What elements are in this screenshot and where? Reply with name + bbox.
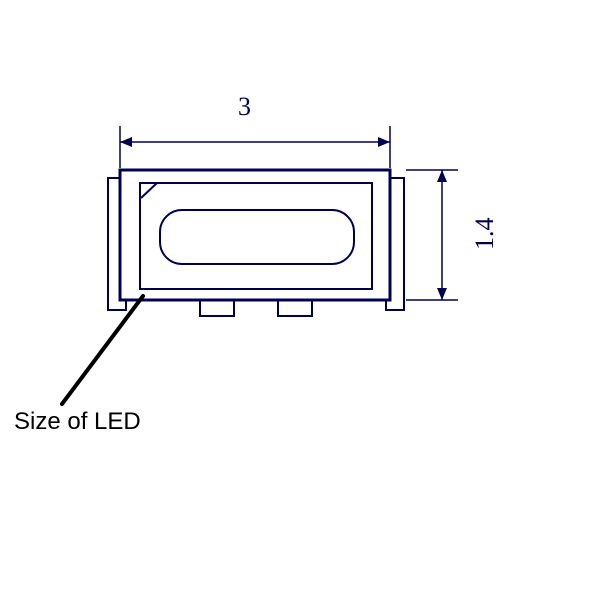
led-size-diagram: 3 1.4 Size of LED	[0, 0, 600, 600]
dimension-width-label: 3	[238, 92, 251, 122]
caption-text: Size of LED	[14, 408, 141, 436]
dimension-height-label: 1.4	[470, 218, 500, 251]
diagram-svg	[0, 0, 600, 600]
